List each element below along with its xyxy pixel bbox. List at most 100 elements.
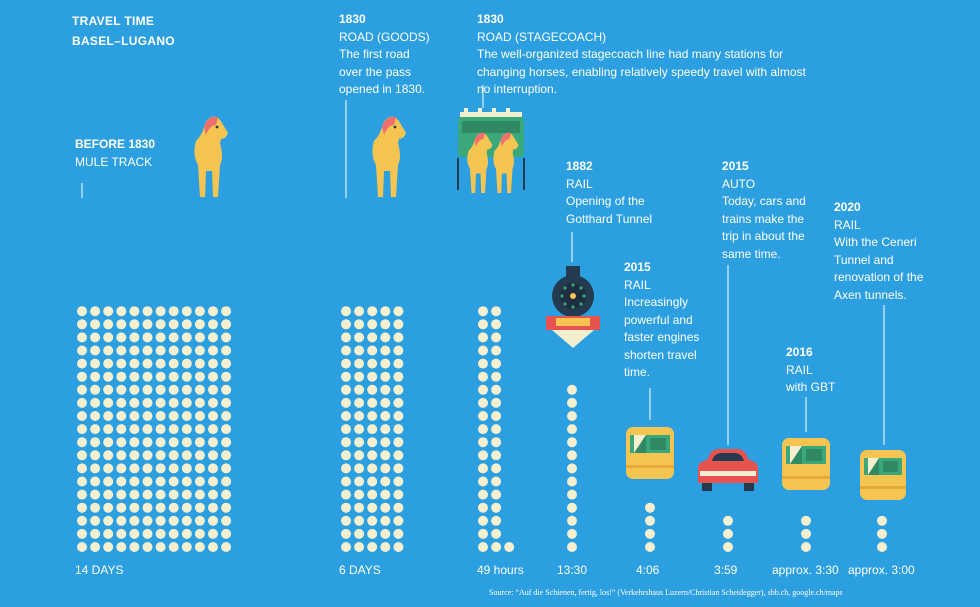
car-icon <box>698 449 758 491</box>
time-dot <box>168 476 179 487</box>
time-dot <box>221 411 232 421</box>
time-dot <box>181 476 192 487</box>
time-dot <box>221 463 232 474</box>
time-dot <box>723 528 733 539</box>
time-dot <box>221 515 232 526</box>
label-rail-2015: 2015 RAIL Increasingly powerful and fast… <box>624 259 714 382</box>
value-label-mule-track: 14 DAYS <box>75 563 124 577</box>
time-dot <box>354 502 365 513</box>
time-dot <box>116 332 127 343</box>
time-dot <box>367 450 378 461</box>
time-dot <box>354 515 365 526</box>
time-dot <box>77 489 87 500</box>
time-dot <box>103 345 114 356</box>
time-dot <box>90 489 101 500</box>
time-dot <box>168 332 179 343</box>
time-dot <box>155 384 166 395</box>
time-dot <box>194 542 205 552</box>
time-dot <box>478 463 488 474</box>
time-dot <box>367 358 378 369</box>
time-dot <box>168 319 179 330</box>
time-dot <box>129 476 140 487</box>
dot-column <box>801 515 811 552</box>
time-dot <box>208 384 218 395</box>
time-dot <box>567 502 577 513</box>
time-dot <box>393 463 404 474</box>
time-dot <box>367 411 378 421</box>
time-dot <box>142 502 153 513</box>
time-dot <box>155 397 166 408</box>
time-dot <box>341 397 351 408</box>
time-dot <box>877 515 887 526</box>
time-dot <box>77 515 87 526</box>
time-dot <box>77 437 87 448</box>
time-dot <box>103 437 114 448</box>
dot-column <box>77 306 232 552</box>
time-dot <box>90 371 101 382</box>
time-dot <box>103 371 114 382</box>
time-dot <box>77 476 87 487</box>
text-road-goods: The first road over the pass opened in 1… <box>339 47 426 96</box>
time-dot <box>208 515 218 526</box>
time-dot <box>221 437 232 448</box>
time-dot <box>491 515 502 526</box>
time-dot <box>567 450 577 461</box>
time-dot <box>567 424 577 435</box>
mode-mule-track: MULE TRACK <box>75 154 153 169</box>
time-dot <box>90 476 101 487</box>
time-dot <box>393 358 404 369</box>
time-dot <box>645 515 655 526</box>
text-rail-1882: Opening of the Gotthard Tunnel <box>566 194 653 226</box>
time-dot <box>341 306 351 317</box>
time-dot <box>103 411 114 421</box>
time-dot <box>116 411 127 421</box>
time-dot <box>393 371 404 382</box>
time-dot <box>380 502 391 513</box>
time-dot <box>341 358 351 369</box>
time-dot <box>181 411 192 421</box>
time-dot <box>478 371 488 382</box>
time-dot <box>116 371 127 382</box>
text-rail-2015: Increasingly powerful and faster engines… <box>624 295 700 379</box>
time-dot <box>491 332 502 343</box>
time-dot <box>116 528 127 539</box>
mode-rail-1882: RAIL <box>566 176 593 191</box>
time-dot <box>208 371 218 382</box>
time-dot <box>221 424 232 435</box>
time-dot <box>181 463 192 474</box>
time-dot <box>181 542 192 552</box>
time-dot <box>116 424 127 435</box>
time-dot <box>194 358 205 369</box>
time-dot <box>129 345 140 356</box>
time-dot <box>380 424 391 435</box>
year-2016: 2016 <box>786 345 813 359</box>
year-1830-goods: 1830 <box>339 12 366 26</box>
time-dot <box>208 489 218 500</box>
time-dot <box>90 515 101 526</box>
time-dot <box>208 345 218 356</box>
time-dot <box>142 463 153 474</box>
time-dot <box>116 476 127 487</box>
label-road-goods: 1830 ROAD (GOODS) The first road over th… <box>339 11 449 99</box>
time-dot <box>129 515 140 526</box>
time-dot <box>168 489 179 500</box>
time-dot <box>194 397 205 408</box>
time-dot <box>491 450 502 461</box>
time-dot <box>478 306 488 317</box>
time-dot <box>142 397 153 408</box>
time-dot <box>194 489 205 500</box>
time-dot <box>155 371 166 382</box>
time-dot <box>221 358 232 369</box>
time-dot <box>645 528 655 539</box>
time-dot <box>168 463 179 474</box>
dot-column <box>341 306 404 552</box>
time-dot <box>393 515 404 526</box>
time-dot <box>194 345 205 356</box>
label-stagecoach: 1830 ROAD (STAGECOACH) The well-organize… <box>477 11 817 99</box>
time-dot <box>142 476 153 487</box>
text-rail-2020: With the Ceneri Tunnel and renovation of… <box>834 235 924 302</box>
time-dot <box>194 528 205 539</box>
time-dot <box>491 542 502 552</box>
time-dot <box>341 489 351 500</box>
value-label-rail-2020: approx. 3:00 <box>848 563 915 577</box>
